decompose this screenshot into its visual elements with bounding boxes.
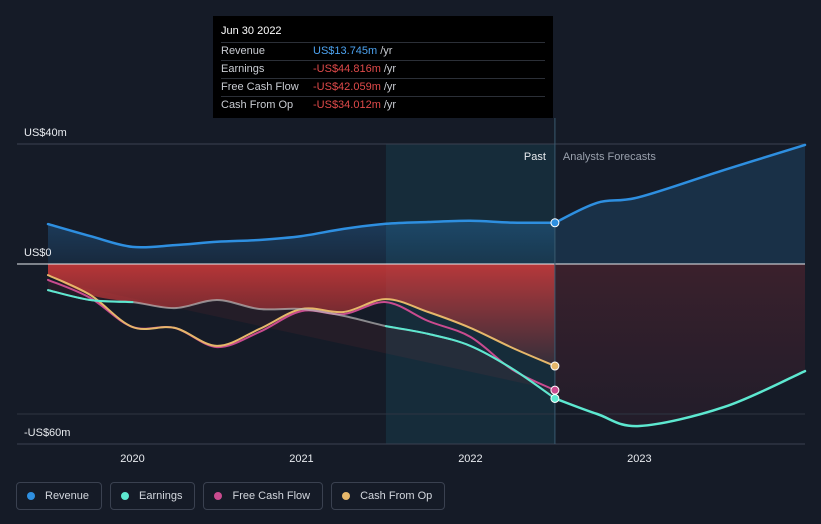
earnings-line-early <box>47 289 134 304</box>
revenue-line <box>46 219 557 249</box>
legend-item-earnings[interactable]: Earnings <box>110 482 196 510</box>
tooltip-unit: /yr <box>383 99 397 111</box>
legend-item-free-cash-flow[interactable]: Free Cash Flow <box>203 482 324 510</box>
x-tick-label: 2022 <box>458 453 482 465</box>
revenue-dot-icon <box>27 492 35 500</box>
revenue-forecast-area <box>554 144 805 264</box>
tooltip-label: Revenue <box>221 45 266 57</box>
tooltip-label: Cash From Op <box>221 99 294 111</box>
free-cash-flow-dot <box>550 385 560 395</box>
tooltip-unit: /yr <box>383 63 397 75</box>
forecast-label: Analysts Forecasts <box>563 151 656 163</box>
earnings-forecast-line <box>553 369 807 428</box>
negative-area <box>48 264 555 366</box>
earnings-dot <box>550 393 560 403</box>
past-label: Past <box>524 151 546 163</box>
earnings-line-recent <box>384 325 556 400</box>
tooltip-row-cash-from-op: Cash From Op -US$34.012m /yr <box>221 96 545 114</box>
revenue-area <box>48 220 555 264</box>
legend-label: Revenue <box>45 490 90 502</box>
tooltip-value: -US$34.012m <box>313 99 381 111</box>
tooltip-date: Jun 30 2022 <box>221 25 282 37</box>
tooltip-row-earnings: Earnings -US$44.816m /yr <box>221 60 545 78</box>
legend-label: Free Cash Flow <box>232 490 311 502</box>
cash-from-op-dot <box>550 361 560 371</box>
x-tick-label: 2020 <box>120 453 144 465</box>
negative-forecast-area <box>554 264 805 427</box>
revenue-forecast-line <box>553 143 807 225</box>
tooltip-unit: /yr <box>380 45 393 57</box>
y-tick-label: -US$60m <box>24 427 70 439</box>
tooltip-unit: /yr <box>383 81 397 93</box>
negative-area-lower <box>48 279 555 399</box>
tooltip-row-free-cash-flow: Free Cash Flow -US$42.059m /yr <box>221 78 545 96</box>
tooltip-value: -US$44.816m <box>313 63 381 75</box>
tooltip-value: -US$42.059m <box>313 81 381 93</box>
legend: Revenue Earnings Free Cash Flow Cash Fro… <box>16 482 446 510</box>
tooltip: Jun 30 2022 Revenue US$13.745m /yr Earni… <box>213 16 553 118</box>
free-cash-flow-dot-icon <box>214 492 223 500</box>
x-tick-label: 2021 <box>289 453 313 465</box>
tooltip-label: Free Cash Flow <box>221 81 299 93</box>
y-tick-label: US$40m <box>24 127 67 139</box>
legend-item-cash-from-op[interactable]: Cash From Op <box>331 482 446 510</box>
tooltip-row-revenue: Revenue US$13.745m /yr <box>221 42 545 60</box>
x-tick-label: 2023 <box>627 453 651 465</box>
tooltip-value: US$13.745m <box>313 45 378 57</box>
cash-from-op-dot-icon <box>342 492 351 500</box>
y-tick-label: US$0 <box>24 247 52 259</box>
legend-label: Earnings <box>139 490 183 502</box>
revenue-dot <box>550 218 560 228</box>
legend-item-revenue[interactable]: Revenue <box>16 482 103 510</box>
legend-label: Cash From Op <box>360 490 433 502</box>
earnings-dot-icon <box>121 492 130 500</box>
tooltip-label: Earnings <box>221 63 265 75</box>
